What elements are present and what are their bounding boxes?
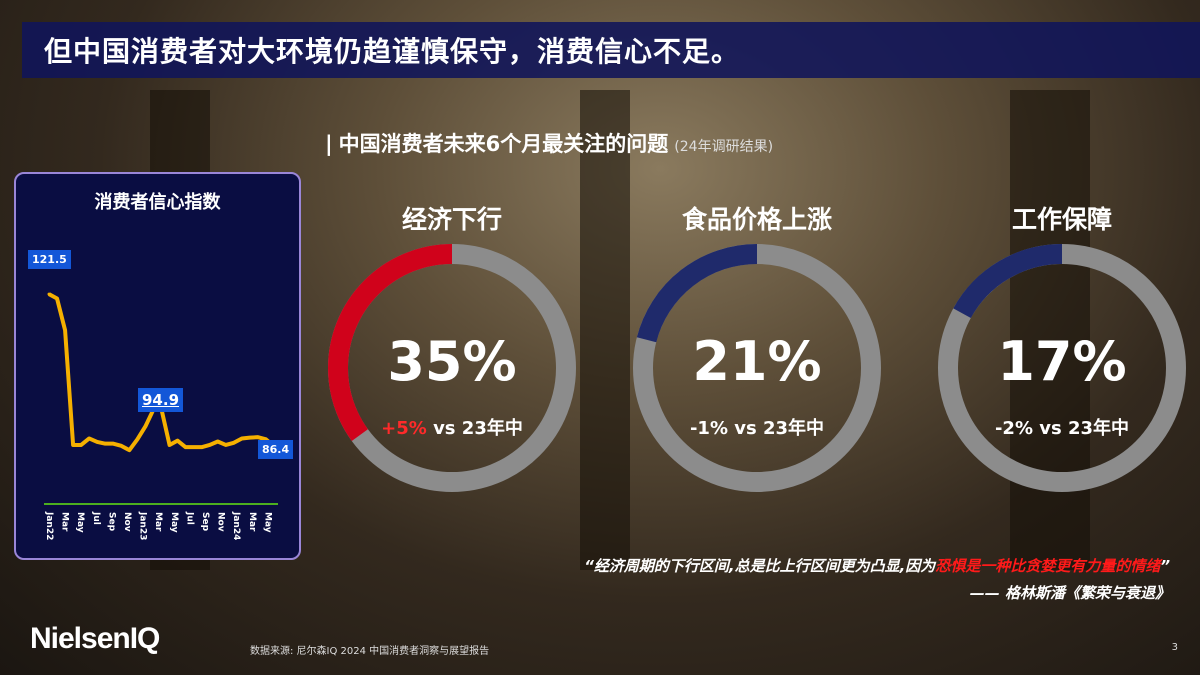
donut-chart xyxy=(938,244,1186,492)
data-label: 94.9 xyxy=(138,388,184,412)
data-point xyxy=(95,440,99,444)
data-point xyxy=(71,443,75,447)
data-point xyxy=(87,436,91,440)
x-tick-label: Mar xyxy=(59,512,70,532)
heading-bar: | xyxy=(325,132,333,156)
data-point xyxy=(256,435,260,439)
quote-close: ” xyxy=(1160,557,1170,575)
data-point xyxy=(103,442,107,446)
data-point xyxy=(176,439,180,443)
change-value: -2% xyxy=(994,418,1033,439)
donut-segment xyxy=(633,244,881,492)
confidence-index-panel: 消费者信心指数 121.5 94.9 86.4 Jan22 Mar May Jul Sep N… xyxy=(14,172,301,560)
data-source: 数据来源: 尼尔森IQ 2024 中国消费者洞察与展望报告 xyxy=(250,646,490,657)
data-point xyxy=(224,443,228,447)
data-point xyxy=(232,441,236,445)
x-tick-label: Jan22 xyxy=(44,512,54,541)
data-point xyxy=(208,443,212,447)
change-value: -1% xyxy=(689,418,728,439)
data-point xyxy=(79,443,83,447)
data-point xyxy=(55,297,59,300)
line-chart xyxy=(44,292,278,505)
donut-chart xyxy=(328,244,576,492)
donut-segment xyxy=(328,244,576,492)
x-tick-label: Nov xyxy=(122,512,132,532)
donut-value: 35% xyxy=(387,330,517,393)
x-tick-label: May xyxy=(75,512,86,533)
change-value: +5% xyxy=(381,418,427,439)
change-suffix: vs 23年中 xyxy=(734,418,825,439)
change-vs-last-year: -2% vs 23年中 xyxy=(962,414,1162,440)
data-point xyxy=(248,436,252,440)
quote: “经济周期的下行区间,总是比上行区间更为凸显,因为恐惧是一种比贪婪更有力量的情绪… xyxy=(584,555,1170,603)
data-point xyxy=(127,448,131,452)
data-point xyxy=(111,442,115,446)
x-tick-label: Jul xyxy=(184,512,195,525)
data-point xyxy=(63,328,67,332)
heading-text: 中国消费者未来6个月最关注的问题 xyxy=(338,132,669,156)
section-heading: | 中国消费者未来6个月最关注的问题 (24年调研结果) xyxy=(325,128,773,158)
x-tick-label: Jan23 xyxy=(137,512,148,541)
data-label: 121.5 xyxy=(28,250,71,269)
issue-label: 工作保障 xyxy=(1011,205,1112,234)
page-number: 3 xyxy=(1171,642,1178,653)
data-point xyxy=(119,444,123,448)
data-point xyxy=(168,443,172,447)
donut-chart xyxy=(633,244,881,492)
change-suffix: vs 23年中 xyxy=(1039,418,1130,439)
nielseniq-logo: NielsenIQ xyxy=(30,622,160,655)
x-tick-label: Mar xyxy=(153,512,164,532)
data-point xyxy=(184,445,188,449)
x-tick-label: Mar xyxy=(246,512,257,532)
data-point xyxy=(192,445,196,449)
data-point xyxy=(135,437,139,441)
heading-note: (24年调研结果) xyxy=(674,139,774,155)
x-tick-label: May xyxy=(262,512,273,533)
data-point xyxy=(240,436,244,440)
x-tick-label: Sep xyxy=(200,512,210,532)
chart-title: 消费者信心指数 xyxy=(94,192,221,213)
data-point xyxy=(200,445,204,449)
slide-title: 但中国消费者对大环境仍趋谨慎保守，消费信心不足。 xyxy=(44,35,741,68)
data-point xyxy=(216,440,220,443)
donut-segment xyxy=(938,244,1186,492)
change-vs-last-year: +5% vs 23年中 xyxy=(352,414,552,440)
quote-text: “经济周期的下行区间,总是比上行区间更为凸显,因为 xyxy=(584,557,936,575)
data-point xyxy=(143,424,147,428)
series-line xyxy=(48,292,276,453)
x-tick-label: May xyxy=(168,512,179,533)
donut-value: 21% xyxy=(692,330,822,393)
change-suffix: vs 23年中 xyxy=(433,418,523,439)
quote-highlight: 恐惧是一种比贪婪更有力量的情绪 xyxy=(935,557,1161,575)
donut-value: 17% xyxy=(997,330,1127,393)
data-label: 86.4 xyxy=(258,440,294,459)
change-vs-last-year: -1% vs 23年中 xyxy=(657,414,857,440)
x-tick-label: Sep xyxy=(106,512,117,532)
title-bar: 但中国消费者对大环境仍趋谨慎保守，消费信心不足。 xyxy=(22,22,1200,78)
issue-label: 食品价格上涨 xyxy=(681,205,832,234)
x-tick-label: Jan24 xyxy=(231,512,242,541)
background-pillar xyxy=(580,90,630,570)
x-tick-label: Nov xyxy=(215,512,226,532)
x-tick-label: Jul xyxy=(90,512,101,525)
quote-author: —— 格林斯潘《繁荣与衰退》 xyxy=(969,584,1170,602)
data-point xyxy=(47,292,51,296)
issue-label: 经济下行 xyxy=(401,205,502,234)
